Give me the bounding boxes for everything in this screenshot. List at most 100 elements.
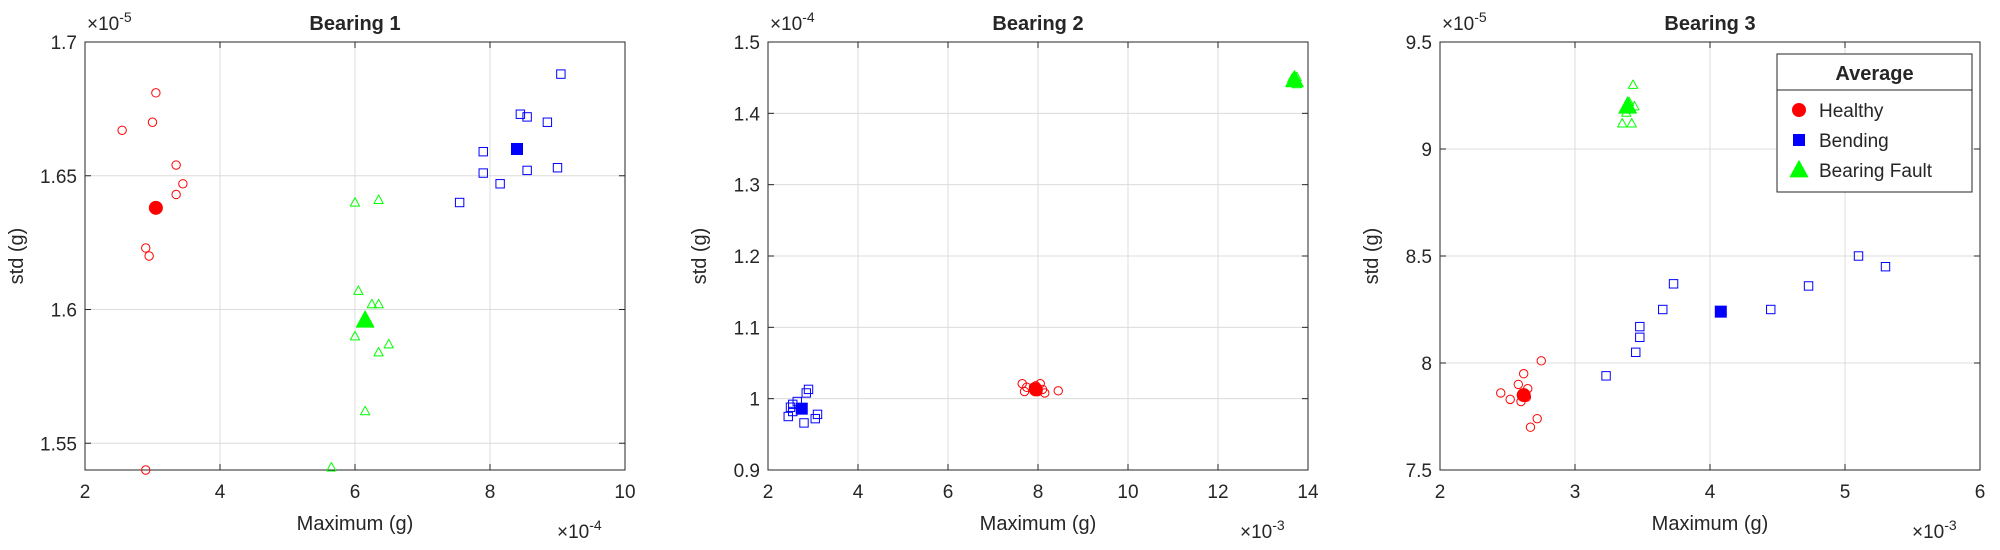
data-point (383, 338, 394, 349)
x-tick-label: 6 (1975, 482, 1986, 503)
y-exponent-base: ×10 (770, 14, 802, 35)
axes-box (767, 41, 1309, 471)
data-point (171, 189, 181, 200)
x-tick-label: 10 (1117, 482, 1138, 503)
data-point (1658, 304, 1668, 315)
x-tick-label: 10 (614, 482, 635, 503)
y-tick-label: 1.5 (734, 33, 760, 54)
y-tick-label: 1 (749, 390, 760, 411)
data-point (522, 112, 532, 122)
x-tick-label: 2 (80, 482, 91, 503)
series-bearing-fault (326, 194, 394, 472)
x-tick-label: 4 (853, 482, 864, 503)
data-point (141, 465, 151, 475)
legend-entry: Healthy (1819, 101, 1884, 122)
x-axis-label: Maximum (g) (980, 513, 1097, 535)
y-tick-label: 7.5 (1406, 461, 1432, 482)
y-tick-label: 9 (1421, 140, 1432, 161)
y-exponent-label: ×10-5 (87, 9, 132, 35)
data-point (1053, 386, 1063, 396)
x-exponent-label: ×10-4 (557, 517, 602, 543)
x-tick-label: 4 (1705, 482, 1716, 503)
y-tick-label: 1.6 (51, 301, 77, 322)
data-point (542, 117, 553, 127)
chart-title: Bearing 1 (309, 13, 400, 35)
data-point (556, 69, 566, 79)
y-tick-label: 1.55 (40, 434, 77, 455)
y-tick-label: 1.65 (40, 167, 77, 188)
x-exponent-power: -3 (1944, 517, 1957, 533)
x-tick-label: 3 (1570, 482, 1581, 503)
data-point (522, 165, 532, 176)
data-point (178, 179, 188, 189)
chart-title: Bearing 2 (992, 13, 1083, 35)
x-exponent-base: ×10 (1240, 522, 1272, 543)
data-point (803, 384, 814, 395)
x-axis-label: Maximum (g) (1652, 513, 1769, 535)
data-point (144, 251, 154, 261)
series-bearing-fault (1617, 79, 1640, 128)
legend: Average Healthy Bending Bearing Fault (1776, 53, 1973, 193)
data-point (373, 346, 384, 357)
x-tick-label: 8 (1033, 482, 1044, 503)
legend-entry: Bearing Fault (1819, 161, 1933, 182)
y-exponent-base: ×10 (1442, 14, 1474, 35)
data-point (1631, 347, 1641, 358)
legend-marker (1793, 134, 1805, 146)
legend-marker (1792, 103, 1806, 117)
data-point (1635, 332, 1645, 343)
average-point (511, 143, 523, 155)
data-point (454, 197, 465, 208)
average-point (1714, 305, 1727, 318)
x-exponent-label: ×10-3 (1240, 517, 1285, 543)
y-tick-label: 1.1 (734, 318, 760, 339)
data-point (373, 194, 384, 204)
data-point (810, 413, 820, 424)
data-point (373, 298, 384, 309)
series-healthy (1017, 378, 1063, 398)
data-point (151, 88, 161, 98)
x-exponent-power: -3 (1272, 517, 1285, 533)
data-point (478, 146, 488, 157)
average-point (1516, 388, 1531, 403)
data-point (349, 197, 361, 207)
y-exponent-power: -5 (1474, 9, 1487, 25)
x-tick-label: 12 (1207, 482, 1228, 503)
x-tick-label: 2 (763, 482, 774, 503)
y-tick-label: 1.7 (51, 33, 77, 54)
y-exponent-label: ×10-5 (1442, 9, 1487, 35)
data-point (1525, 422, 1536, 432)
data-point (1601, 371, 1611, 381)
legend-marker (1789, 160, 1809, 178)
y-exponent-label: ×10-4 (770, 9, 815, 35)
data-point (1519, 369, 1529, 379)
x-tick-label: 2 (1435, 482, 1446, 503)
x-tick-label: 6 (943, 482, 954, 503)
y-tick-label: 1.3 (734, 176, 760, 197)
axes-box (1439, 41, 1981, 471)
data-point (1626, 117, 1637, 128)
data-point (353, 285, 364, 295)
average-point (1285, 70, 1304, 88)
data-point (1496, 388, 1506, 398)
data-point (141, 243, 151, 253)
series-bearing-fault (1285, 70, 1304, 89)
y-tick-label: 1.2 (734, 247, 760, 268)
series-healthy (117, 88, 188, 475)
chart-title: Bearing 3 (1664, 13, 1755, 35)
data-point (1766, 304, 1776, 315)
average-point (355, 310, 375, 328)
x-axis-label: Maximum (g) (297, 513, 414, 535)
series-healthy (1496, 356, 1546, 432)
data-point (1668, 279, 1679, 289)
data-point (515, 109, 526, 119)
data-point (1880, 262, 1891, 272)
y-tick-label: 0.9 (734, 461, 760, 482)
x-exponent-label: ×10-3 (1912, 517, 1957, 543)
x-exponent-base: ×10 (1912, 522, 1944, 543)
data-point (1853, 251, 1864, 261)
y-axis-label: std (g) (1361, 228, 1383, 285)
data-point (147, 117, 158, 127)
